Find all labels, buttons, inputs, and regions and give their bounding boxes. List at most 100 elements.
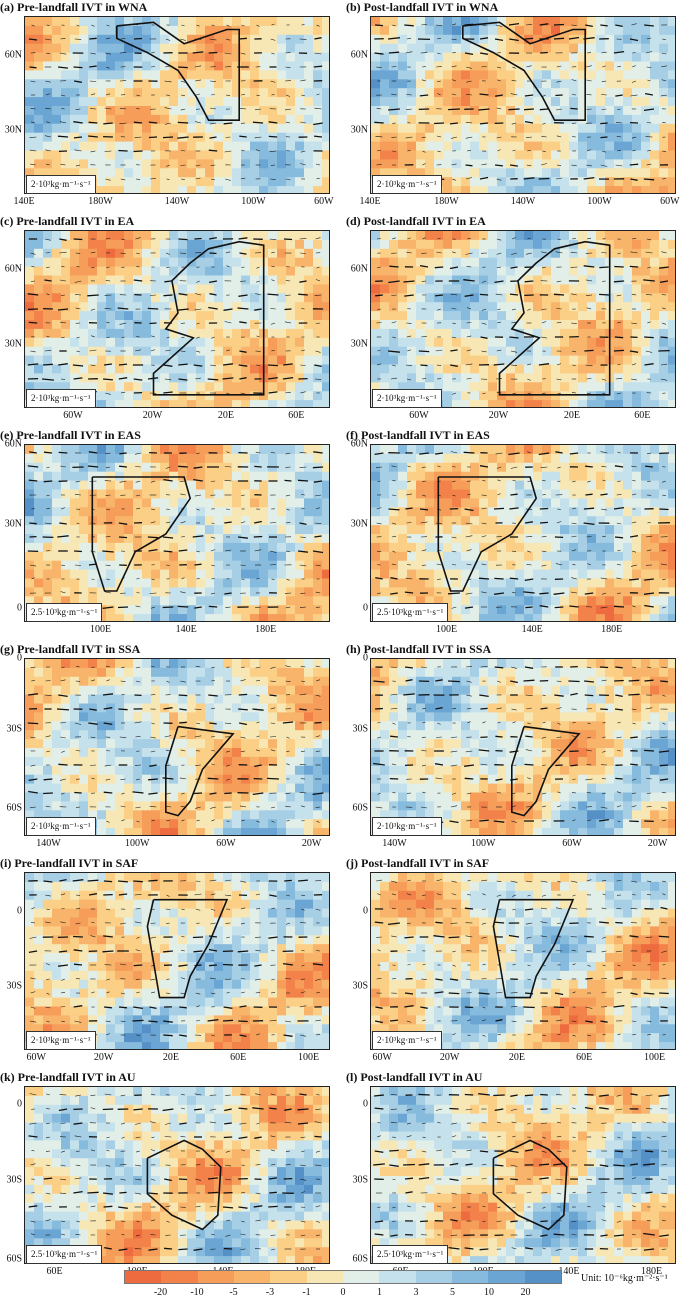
- shading-cell: [569, 123, 579, 134]
- shading-cell: [371, 248, 381, 259]
- shading-cell: [506, 52, 516, 63]
- shading-cell: [322, 373, 329, 383]
- shading-cell: [488, 364, 498, 374]
- shading-cell: [371, 257, 381, 268]
- ivt-vector: [315, 564, 321, 566]
- shading-cell: [160, 186, 170, 193]
- shading-cell: [434, 231, 444, 241]
- shading-cell: [632, 132, 642, 143]
- shading-cell: [124, 132, 134, 143]
- shading-cell: [133, 364, 143, 374]
- shading-cell: [578, 159, 588, 169]
- ivt-vector: [61, 564, 65, 566]
- shading-cell: [268, 614, 278, 621]
- ivt-vector: [301, 349, 305, 352]
- shading-cell: [479, 284, 489, 294]
- shading-cell: [133, 79, 143, 89]
- shading-cell: [115, 168, 125, 178]
- shading-cell: [434, 364, 444, 374]
- shading-cell: [479, 88, 489, 98]
- shading-cell: [286, 498, 296, 508]
- shading-cell: [398, 498, 408, 508]
- shading-cell: [232, 614, 242, 621]
- ivt-vector: [314, 37, 322, 40]
- shading-cell: [232, 61, 242, 71]
- shading-cell: [79, 328, 89, 339]
- ivt-vector: [556, 164, 562, 166]
- shading-cell: [551, 17, 561, 27]
- ivt-vector: [661, 322, 667, 325]
- shading-cell: [605, 453, 615, 464]
- shading-cell: [214, 355, 224, 366]
- shading-cell: [587, 106, 597, 116]
- shading-cell: [569, 355, 579, 366]
- shading-cell: [614, 346, 624, 357]
- panel-wna-pre: (a) Pre-landfall IVT in WNA 2·10³kg·m⁻¹·s…: [0, 0, 334, 210]
- shading-cell: [277, 542, 287, 553]
- shading-cell: [560, 507, 570, 517]
- shading-cell: [232, 159, 242, 169]
- shading-cell: [214, 551, 224, 562]
- shading-cell: [479, 525, 489, 535]
- shading-cell: [169, 141, 179, 152]
- shading-cell: [452, 445, 462, 455]
- shading-cell: [250, 70, 260, 80]
- shading-cell: [542, 507, 552, 517]
- shading-cell: [277, 355, 287, 366]
- shading-cell: [542, 489, 552, 499]
- shading-cell: [151, 25, 161, 36]
- shading-cell: [389, 34, 399, 45]
- shading-cell: [43, 97, 53, 107]
- ivt-vector: [105, 280, 111, 282]
- shading-cell: [380, 284, 390, 294]
- shading-cell: [614, 97, 624, 107]
- shading-cell: [133, 52, 143, 63]
- shading-cell: [668, 328, 675, 339]
- shading-cell: [623, 480, 633, 491]
- shading-cell: [187, 70, 197, 80]
- shading-cell: [241, 516, 251, 526]
- shading-cell: [295, 150, 305, 160]
- shading-cell: [34, 141, 44, 152]
- shading-cell: [34, 382, 44, 392]
- shading-cell: [223, 507, 233, 517]
- shading-cell: [497, 328, 507, 339]
- shading-cell: [461, 239, 471, 250]
- shading-cell: [659, 177, 669, 187]
- shading-cell: [542, 106, 552, 116]
- shading-cell: [169, 596, 179, 606]
- shading-cell: [106, 159, 116, 169]
- shading-cell: [169, 551, 179, 562]
- shading-cell: [650, 275, 660, 285]
- shading-cell: [277, 596, 287, 606]
- shading-cell: [560, 364, 570, 374]
- ivt-vector: [30, 252, 36, 255]
- shading-cell: [560, 355, 570, 366]
- shading-cell: [614, 355, 624, 366]
- shading-cell: [88, 320, 98, 330]
- shading-cell: [533, 159, 543, 169]
- shading-cell: [160, 123, 170, 134]
- shading-cell: [133, 542, 143, 553]
- shading-cell: [160, 516, 170, 526]
- shading-cell: [542, 293, 552, 303]
- shading-cell: [259, 17, 269, 27]
- shading-cell: [389, 507, 399, 517]
- shading-cell: [313, 132, 323, 143]
- shading-cell: [461, 159, 471, 169]
- shading-cell: [259, 132, 269, 143]
- shading-cell: [596, 231, 606, 241]
- shading-cell: [425, 498, 435, 508]
- ivt-vector: [239, 350, 247, 353]
- ivt-vector: [136, 108, 140, 110]
- shading-cell: [115, 498, 125, 508]
- shading-cell: [371, 471, 381, 482]
- shading-cell: [61, 293, 71, 303]
- ivt-vector: [314, 52, 322, 55]
- shading-cell: [322, 551, 329, 562]
- ivt-vector: [437, 93, 441, 96]
- shading-cell: [25, 43, 35, 54]
- shading-cell: [151, 320, 161, 330]
- shading-cell: [250, 525, 260, 535]
- shading-cell: [160, 168, 170, 178]
